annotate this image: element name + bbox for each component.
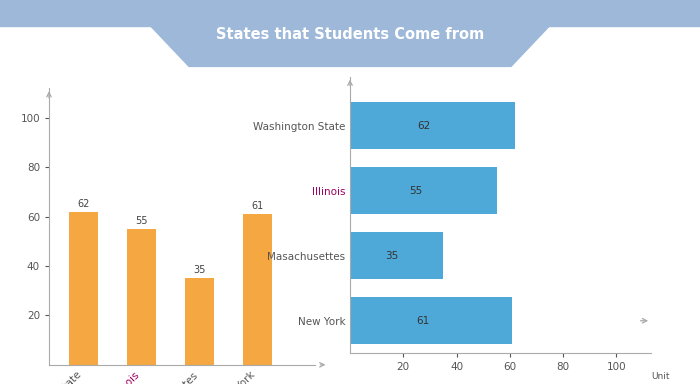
Polygon shape: [126, 0, 574, 66]
Text: 62: 62: [78, 199, 90, 209]
Bar: [185, 278, 214, 365]
Bar: [350, 102, 515, 149]
Text: 55: 55: [135, 216, 148, 226]
Bar: [0, 0, 700, 26]
Bar: [69, 212, 98, 365]
Text: 55: 55: [410, 185, 423, 195]
Bar: [243, 214, 272, 365]
Bar: [127, 229, 156, 365]
Text: 35: 35: [385, 251, 398, 261]
Bar: [350, 297, 512, 344]
Bar: [350, 167, 496, 214]
Bar: [350, 232, 443, 279]
Text: Unit: Unit: [651, 372, 669, 381]
Text: 61: 61: [251, 201, 263, 211]
Text: 35: 35: [193, 265, 206, 275]
Text: 62: 62: [418, 121, 431, 131]
Text: 61: 61: [416, 316, 430, 326]
Text: States that Students Come from: States that Students Come from: [216, 26, 484, 42]
